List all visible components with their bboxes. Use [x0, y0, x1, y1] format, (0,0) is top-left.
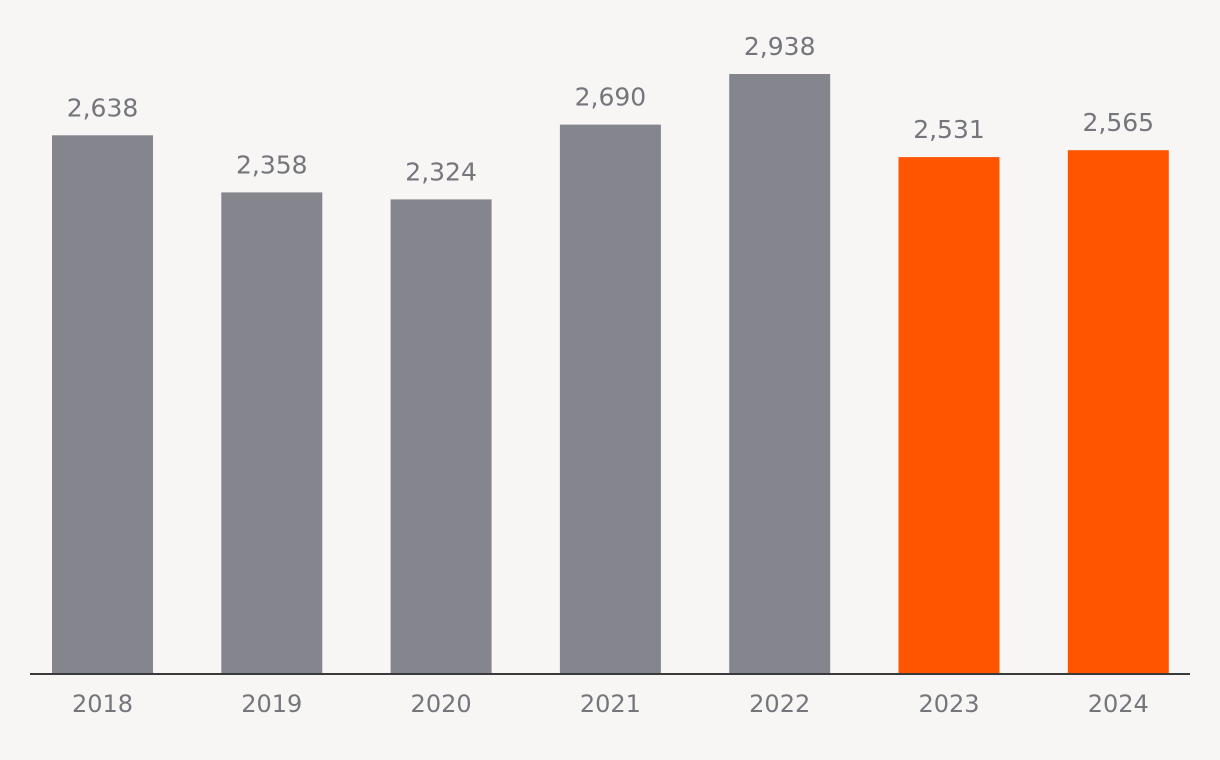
x-tick-label-2019: 2019 — [241, 690, 302, 718]
value-label-2024: 2,565 — [1083, 108, 1155, 137]
bar-2019 — [221, 192, 323, 674]
value-label-2021: 2,690 — [575, 83, 647, 112]
x-tick-label-2024: 2024 — [1088, 690, 1149, 718]
value-label-2022: 2,938 — [744, 32, 816, 61]
bar-2021 — [559, 124, 661, 675]
value-label-2018: 2,638 — [67, 93, 139, 122]
bar-2018 — [52, 135, 153, 675]
bar-2020 — [390, 199, 492, 674]
value-label-2020: 2,324 — [405, 157, 477, 186]
x-tick-label-2023: 2023 — [918, 690, 979, 718]
x-tick-label-2022: 2022 — [749, 690, 810, 718]
x-tick-label-2020: 2020 — [411, 690, 472, 718]
value-label-2019: 2,358 — [236, 150, 308, 179]
value-label-2023: 2,531 — [913, 115, 985, 144]
x-tick-label-2018: 2018 — [72, 690, 133, 718]
value-labels-layer: 2,638 2,358 2,324 2,690 2,938 2,531 2,565 — [67, 32, 1154, 186]
x-tick-label-2021: 2021 — [580, 690, 641, 718]
bars-layer — [52, 74, 1169, 675]
bar-2023 — [898, 157, 1000, 675]
bar-2024 — [1067, 150, 1169, 674]
bar-2022 — [729, 74, 831, 674]
x-tick-labels-layer: 2018 2019 2020 2021 2022 2023 2024 — [72, 690, 1149, 718]
